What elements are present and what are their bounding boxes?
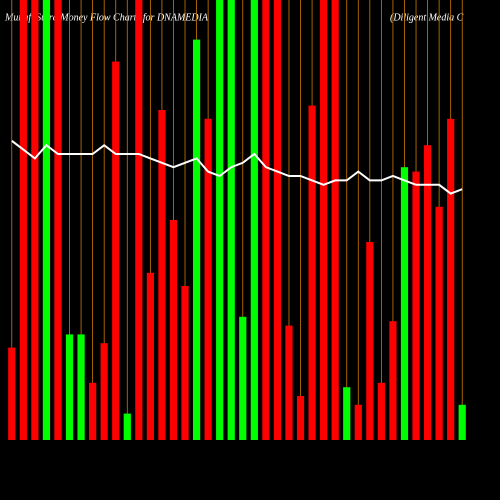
bar	[227, 0, 235, 440]
bar	[158, 110, 166, 440]
bar	[296, 396, 305, 440]
bar	[31, 0, 39, 440]
bar	[354, 404, 362, 440]
bar	[54, 0, 62, 440]
bar	[123, 413, 131, 440]
bar	[216, 0, 224, 440]
bar	[400, 167, 409, 440]
bar	[250, 0, 258, 440]
bar	[320, 0, 328, 440]
bar	[412, 171, 420, 440]
chart-subtitle: (Diligent Media C	[390, 12, 464, 23]
bar	[8, 347, 16, 440]
money-flow-line	[11, 140, 463, 195]
bar	[308, 105, 316, 440]
bar	[135, 0, 143, 440]
bar	[458, 404, 466, 440]
bar	[19, 0, 27, 440]
bar	[423, 145, 432, 440]
bar	[112, 61, 120, 440]
bar	[77, 334, 85, 440]
bar	[285, 325, 293, 440]
bar	[100, 343, 108, 440]
bar	[366, 242, 374, 440]
bar	[343, 387, 351, 440]
bar	[435, 206, 443, 440]
bar	[42, 0, 51, 440]
chart-title: MunafaSutra Money Flow Charts for DNAMED…	[4, 12, 209, 23]
bar	[377, 382, 385, 440]
bar	[447, 118, 455, 441]
bar	[389, 321, 397, 440]
bar	[89, 382, 97, 440]
bar	[204, 118, 212, 441]
bar	[169, 220, 178, 440]
bar	[146, 272, 154, 440]
bar	[65, 334, 74, 440]
bar	[262, 0, 270, 440]
bar	[192, 39, 201, 440]
bar	[181, 286, 189, 440]
bar	[273, 0, 282, 440]
bar	[239, 316, 247, 440]
bar	[331, 0, 339, 440]
